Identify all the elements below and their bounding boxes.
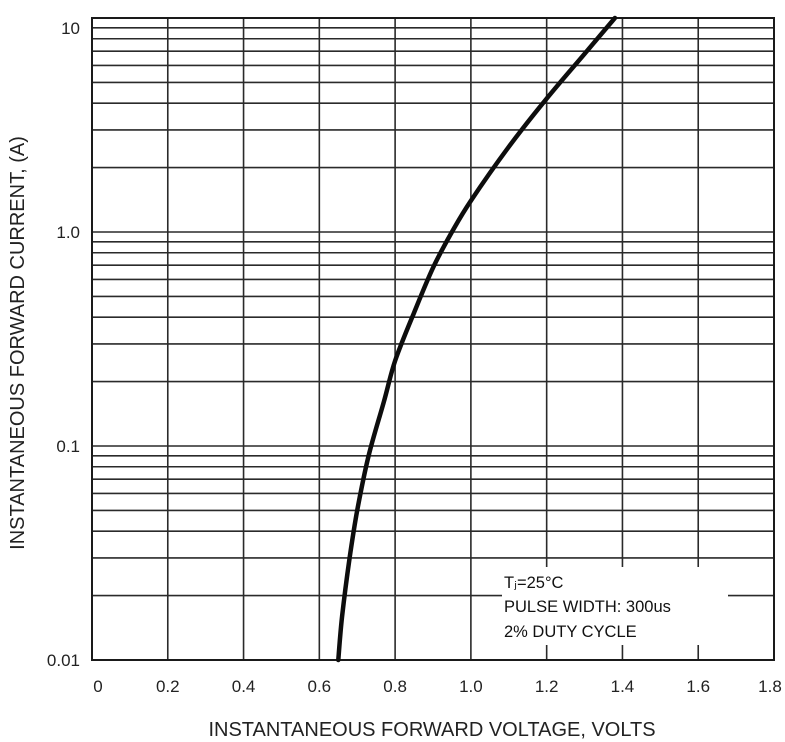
y-tick-label-1: 0.1 xyxy=(56,437,80,456)
forward-current-curve xyxy=(336,15,618,663)
x-tick-label-0: 0 xyxy=(93,677,102,696)
x-axis-label: INSTANTANEOUS FORWARD VOLTAGE, VOLTS xyxy=(208,719,655,741)
annotation-background xyxy=(502,567,728,645)
y-tick-label-3: 10 xyxy=(61,19,80,38)
x-tick-label-2: 0.4 xyxy=(232,677,256,696)
x-tick-label-4: 0.8 xyxy=(383,677,407,696)
x-tick-labels: 0 0.2 0.4 0.6 0.8 1.0 1.2 1.4 1.6 1.8 xyxy=(93,677,782,696)
x-tick-label-1: 0.2 xyxy=(156,677,180,696)
annotation-duty-cycle: 2% DUTY CYCLE xyxy=(504,623,637,641)
x-tick-label-9: 1.8 xyxy=(758,677,782,696)
x-tick-label-7: 1.4 xyxy=(611,677,635,696)
x-tick-label-6: 1.2 xyxy=(535,677,559,696)
y-tick-label-2: 1.0 xyxy=(56,223,80,242)
horizontal-grid-lines xyxy=(92,17,774,661)
plot-frame xyxy=(91,17,775,661)
annotation-pulse-width: PULSE WIDTH: 300us xyxy=(504,598,671,616)
annotation-temperature: Tⱼ=25°C xyxy=(504,574,564,592)
y-axis-label: INSTANTANEOUS FORWARD CURRENT, (A) xyxy=(7,136,29,550)
y-tick-labels: 0.01 0.1 1.0 10 xyxy=(47,19,80,670)
vertical-grid-lines xyxy=(91,18,775,660)
y-tick-label-0: 0.01 xyxy=(47,651,80,670)
x-tick-label-3: 0.6 xyxy=(308,677,332,696)
x-tick-label-8: 1.6 xyxy=(686,677,710,696)
x-tick-label-5: 1.0 xyxy=(459,677,483,696)
conditions-annotation: Tⱼ=25°C PULSE WIDTH: 300us 2% DUTY CYCLE xyxy=(502,567,728,645)
